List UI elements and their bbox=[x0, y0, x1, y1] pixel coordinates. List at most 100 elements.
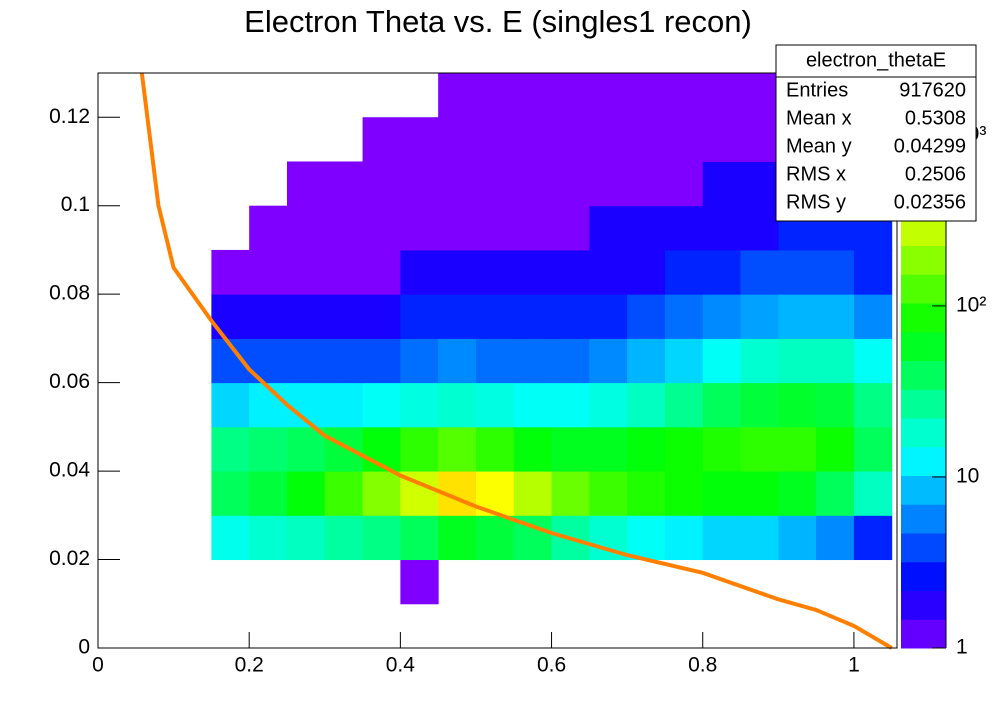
palette-band bbox=[901, 389, 946, 419]
plot-frame bbox=[97, 72, 898, 649]
heatmap-cell bbox=[324, 382, 364, 428]
heatmap-cell bbox=[664, 471, 704, 516]
heatmap-cell bbox=[853, 338, 893, 384]
heatmap-cell bbox=[513, 471, 553, 516]
heatmap-cell bbox=[778, 382, 817, 428]
heatmap-cell bbox=[816, 249, 855, 295]
heatmap-cell bbox=[551, 73, 590, 118]
stats-value: 917620 bbox=[899, 79, 966, 101]
heatmap-cell bbox=[778, 471, 817, 516]
heatmap-cell bbox=[211, 294, 250, 339]
heatmap-cell bbox=[438, 294, 477, 339]
heatmap-cell bbox=[324, 294, 364, 339]
heatmap-cell bbox=[438, 249, 477, 295]
heatmap-cell bbox=[702, 515, 742, 561]
heatmap-cell bbox=[249, 515, 288, 561]
heatmap-cell bbox=[513, 294, 553, 339]
z-tick-label: 10² bbox=[956, 293, 986, 316]
heatmap-cell bbox=[475, 338, 515, 384]
palette-band bbox=[901, 245, 946, 275]
heatmap-cell bbox=[249, 426, 288, 472]
heatmap-cell bbox=[740, 515, 779, 561]
heatmap-cell bbox=[664, 338, 704, 384]
heatmap-cell bbox=[778, 426, 817, 472]
heatmap-cell bbox=[589, 73, 628, 118]
heatmap-cell bbox=[249, 471, 288, 516]
heatmap-cell bbox=[362, 249, 401, 295]
heatmap-cell bbox=[778, 515, 817, 561]
heatmap-cell bbox=[400, 338, 439, 384]
heatmap-cell bbox=[286, 338, 326, 384]
heatmap-cell bbox=[551, 249, 590, 295]
palette-band bbox=[901, 303, 946, 333]
heatmap-cell bbox=[400, 117, 439, 162]
heatmap-cell bbox=[286, 205, 326, 251]
heatmap-cell bbox=[286, 426, 326, 472]
heatmap-cell bbox=[551, 161, 590, 207]
heatmap-cell bbox=[740, 117, 779, 162]
palette-band bbox=[901, 590, 946, 620]
heatmap-cell bbox=[551, 338, 590, 384]
stats-value: 0.02356 bbox=[894, 191, 966, 213]
heatmap-cell bbox=[513, 249, 553, 295]
heatmap-cell bbox=[664, 117, 704, 162]
heatmap-cell bbox=[400, 161, 439, 207]
heatmap-cell bbox=[589, 426, 628, 472]
heatmap-cell bbox=[362, 471, 401, 516]
heatmap-cell bbox=[362, 117, 401, 162]
heatmap-cell bbox=[324, 515, 364, 561]
heatmap-cell bbox=[589, 382, 628, 428]
heatmap-cell bbox=[664, 73, 704, 118]
heatmap-cell bbox=[778, 294, 817, 339]
y-tick-label: 0.04 bbox=[49, 459, 90, 482]
heatmap-cell bbox=[286, 515, 326, 561]
heatmap-cell bbox=[400, 205, 439, 251]
heatmap-cell bbox=[438, 515, 477, 561]
x-tick-label: 0.2 bbox=[235, 654, 264, 677]
z-tick-label: 1 bbox=[956, 636, 968, 659]
palette-band bbox=[901, 446, 946, 476]
heatmap-cell bbox=[627, 382, 666, 428]
curve bbox=[139, 72, 893, 650]
heatmap-cell bbox=[853, 515, 893, 561]
heatmap-cell bbox=[475, 73, 515, 118]
heatmap-cell bbox=[249, 294, 288, 339]
heatmap-cell bbox=[853, 471, 893, 516]
y-tick-label: 0.08 bbox=[49, 282, 90, 305]
palette-band bbox=[901, 504, 946, 534]
heatmap-cell bbox=[324, 426, 364, 472]
heatmap-cell bbox=[740, 161, 779, 207]
heatmap-cell bbox=[286, 249, 326, 295]
heatmap-cell bbox=[589, 205, 628, 251]
heatmap-cell bbox=[664, 205, 704, 251]
heatmap-cell bbox=[627, 338, 666, 384]
heatmap-cell bbox=[778, 249, 817, 295]
heatmap-cell bbox=[286, 294, 326, 339]
stats-value: 0.04299 bbox=[894, 135, 966, 157]
heatmap-cell bbox=[702, 471, 742, 516]
heatmap-cell bbox=[816, 515, 855, 561]
heatmap-cell bbox=[816, 382, 855, 428]
heatmap-cell bbox=[513, 161, 553, 207]
heatmap-cell bbox=[664, 382, 704, 428]
heatmap-cell bbox=[211, 382, 250, 428]
heatmap-cell bbox=[702, 294, 742, 339]
heatmap-cell bbox=[475, 249, 515, 295]
heatmap-cell bbox=[627, 205, 666, 251]
y-tick-label: 0.1 bbox=[61, 193, 90, 216]
heatmap-cell bbox=[362, 382, 401, 428]
heatmap-cell bbox=[740, 205, 779, 251]
heatmap-cell bbox=[627, 249, 666, 295]
heatmap-cell bbox=[400, 249, 439, 295]
y-tick-label: 0.06 bbox=[49, 370, 90, 393]
heatmap-cell bbox=[702, 382, 742, 428]
heatmap-cell bbox=[627, 117, 666, 162]
heatmap-cell bbox=[551, 294, 590, 339]
heatmap-cell bbox=[438, 73, 477, 118]
heatmap-cell bbox=[249, 205, 288, 251]
heatmap-cell bbox=[513, 205, 553, 251]
heatmap-cell bbox=[438, 161, 477, 207]
palette-band bbox=[901, 533, 946, 563]
heatmap-cell bbox=[589, 249, 628, 295]
heatmap-cell bbox=[853, 294, 893, 339]
